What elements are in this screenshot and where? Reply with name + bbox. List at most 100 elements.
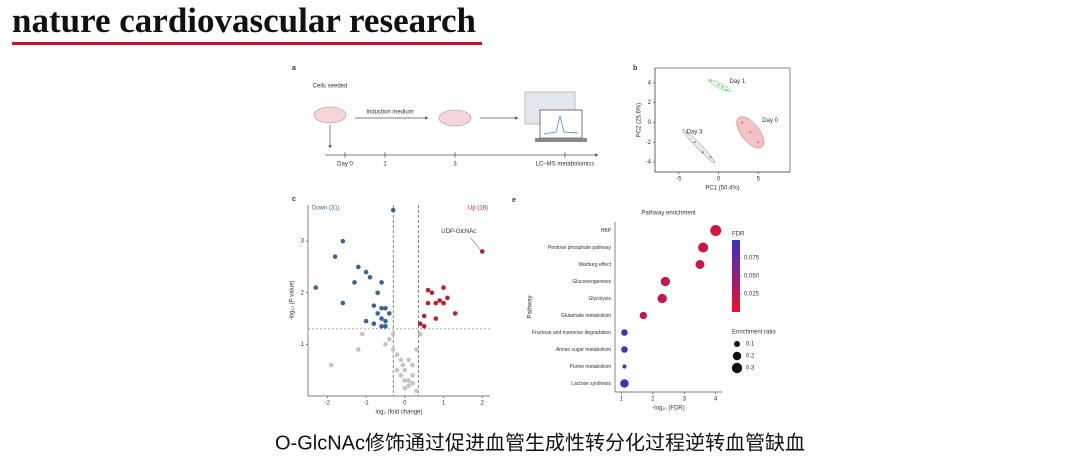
y-tick-label: 3 xyxy=(301,239,305,245)
point xyxy=(709,79,712,82)
x-tick-label: -5 xyxy=(676,177,682,183)
y-tick-label: -2 xyxy=(646,140,652,146)
day-label: 1 xyxy=(383,162,387,168)
point xyxy=(352,280,357,285)
point xyxy=(383,318,388,324)
confidence-ellipse xyxy=(682,129,716,163)
point xyxy=(406,357,411,363)
x-tick-label: 4 xyxy=(714,397,718,403)
point xyxy=(421,324,427,329)
category-label: Purine metabolism xyxy=(570,364,611,370)
point xyxy=(414,347,419,352)
dot xyxy=(620,379,629,388)
x-axis-label: log₂ (fold change) xyxy=(375,410,422,416)
point xyxy=(445,295,450,301)
point xyxy=(721,85,724,88)
x-tick-label: 5 xyxy=(757,177,761,183)
size-legend-title: Enrichment ratio xyxy=(732,330,776,336)
point xyxy=(379,280,384,285)
category-label: Lactose synthesis xyxy=(571,381,611,387)
day-label: Day 0 xyxy=(337,162,353,168)
point xyxy=(394,352,400,358)
dot xyxy=(660,276,671,287)
category-label: Amino sugar metabolism xyxy=(556,347,611,353)
category-label: HBP xyxy=(601,228,612,234)
point xyxy=(693,141,696,144)
point xyxy=(410,380,415,386)
point xyxy=(356,264,361,270)
point xyxy=(332,254,338,259)
x-tick-label: 2 xyxy=(651,397,655,403)
medium-label: Induction medium xyxy=(366,110,413,116)
x-axis-label: PC1 (50.4%) xyxy=(705,186,739,192)
y-tick-label: 0 xyxy=(648,120,652,126)
y-tick-label: -4 xyxy=(646,160,652,166)
panel-label: a xyxy=(292,65,296,72)
group-label: Day 3 xyxy=(687,130,703,136)
point xyxy=(425,287,431,293)
dish xyxy=(313,106,347,124)
point xyxy=(356,347,361,352)
point xyxy=(406,378,411,383)
group-label: Day 1 xyxy=(730,79,746,85)
y-tick-label: 2 xyxy=(301,290,305,296)
point xyxy=(328,362,334,368)
x-tick-label: 1 xyxy=(442,401,446,407)
group-label: Day 0 xyxy=(762,118,778,124)
point xyxy=(387,311,392,316)
annotation: UDP-GlcNAc xyxy=(441,229,476,235)
point xyxy=(425,300,431,306)
journal-title: nature cardiovascular research xyxy=(12,1,476,40)
point xyxy=(406,383,411,388)
point xyxy=(717,83,720,86)
point xyxy=(417,331,423,337)
y-axis-label: -log₁₀ (P value) xyxy=(290,280,296,320)
point xyxy=(363,318,369,324)
x-axis-label: -log₁₀ (FDR) xyxy=(652,406,685,412)
point xyxy=(379,316,384,321)
point xyxy=(417,321,423,327)
category-label: Fructose and mannose degradation xyxy=(532,330,611,336)
dot xyxy=(710,225,722,236)
x-tick-label: 2 xyxy=(481,401,485,407)
point xyxy=(379,305,384,311)
point xyxy=(429,290,435,296)
size-key xyxy=(732,351,742,361)
x-tick-label: 0 xyxy=(717,177,721,183)
point xyxy=(390,207,396,213)
laptop-base xyxy=(535,138,587,142)
legend-label: Down (31) xyxy=(312,206,340,212)
y-tick-label: 1 xyxy=(301,342,305,348)
point xyxy=(394,367,400,373)
dot xyxy=(621,329,628,336)
x-tick-label: 0 xyxy=(403,401,407,407)
caption: O-GlcNAc修饰通过促进血管生成性转分化过程逆转血管缺血 xyxy=(275,431,805,454)
legend-label: Up (18) xyxy=(468,206,488,212)
size-key xyxy=(731,362,743,374)
point xyxy=(709,156,712,159)
dot xyxy=(657,293,667,304)
point xyxy=(363,269,369,275)
dot xyxy=(639,311,648,320)
point xyxy=(441,300,446,306)
point xyxy=(340,300,346,306)
point xyxy=(749,131,752,134)
x-tick-label: -1 xyxy=(363,401,369,407)
day-label: 3 xyxy=(453,162,457,168)
point xyxy=(410,362,415,368)
point xyxy=(725,88,728,91)
annotation-leader xyxy=(470,237,481,250)
category-label: Glutamate metabolism xyxy=(561,313,611,319)
cells-label: Cells seeded xyxy=(313,84,348,90)
point xyxy=(390,347,396,352)
point xyxy=(371,303,377,308)
point xyxy=(421,313,427,319)
point xyxy=(402,385,408,391)
readout-label: LC–MS metabolomics xyxy=(536,162,595,168)
point xyxy=(400,362,406,368)
point xyxy=(685,131,688,134)
y-tick-label: 2 xyxy=(648,100,652,106)
y-tick-label: 4 xyxy=(648,80,652,86)
point xyxy=(452,311,458,316)
point xyxy=(433,300,439,306)
